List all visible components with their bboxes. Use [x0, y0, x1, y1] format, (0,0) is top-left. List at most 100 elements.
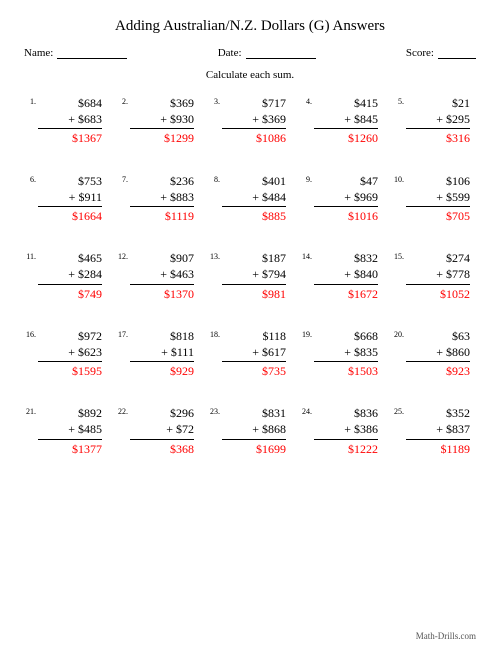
problem-stack: $63+ $860$923 [406, 328, 476, 380]
operand-bottom: + $911 [38, 189, 102, 205]
problem: 8.$401+ $484$885 [208, 173, 292, 225]
operand-bottom: + $485 [38, 421, 102, 437]
problem: 16.$972+ $623$1595 [24, 328, 108, 380]
answer: $1086 [222, 130, 286, 146]
problem: 17.$818+ $111$929 [116, 328, 200, 380]
answer: $1119 [130, 208, 194, 224]
rule-line [222, 284, 286, 285]
worksheet-page: Adding Australian/N.Z. Dollars (G) Answe… [0, 0, 500, 647]
problem-stack: $831+ $868$1699 [222, 405, 292, 457]
problem-number: 5. [392, 95, 404, 106]
operand-bottom: + $617 [222, 344, 286, 360]
rule-line [406, 128, 470, 129]
name-underline [57, 48, 127, 59]
answer: $1672 [314, 286, 378, 302]
answer: $1367 [38, 130, 102, 146]
operand-top: $63 [406, 328, 470, 344]
answer: $929 [130, 363, 194, 379]
answer: $1189 [406, 441, 470, 457]
problem-number: 20. [392, 328, 404, 339]
problem-stack: $907+ $463$1370 [130, 250, 200, 302]
rule-line [406, 284, 470, 285]
operand-bottom: + $295 [406, 111, 470, 127]
rule-line [314, 206, 378, 207]
rule-line [38, 128, 102, 129]
operand-bottom: + $837 [406, 421, 470, 437]
problem-number: 4. [300, 95, 312, 106]
rule-line [130, 128, 194, 129]
name-label: Name: [24, 47, 53, 59]
answer: $1370 [130, 286, 194, 302]
operand-top: $972 [38, 328, 102, 344]
operand-bottom: + $599 [406, 189, 470, 205]
rule-line [130, 361, 194, 362]
problem-number: 19. [300, 328, 312, 339]
date-field: Date: [218, 47, 316, 59]
rule-line [314, 361, 378, 362]
problem-grid: 1.$684+ $683$13672.$369+ $930$12993.$717… [24, 95, 476, 457]
problem-stack: $892+ $485$1377 [38, 405, 108, 457]
problem-stack: $118+ $617$735 [222, 328, 292, 380]
operand-top: $832 [314, 250, 378, 266]
operand-bottom: + $835 [314, 344, 378, 360]
answer: $981 [222, 286, 286, 302]
problem-stack: $187+ $794$981 [222, 250, 292, 302]
instruction-text: Calculate each sum. [24, 69, 476, 81]
operand-bottom: + $930 [130, 111, 194, 127]
operand-top: $753 [38, 173, 102, 189]
header-row: Name: Date: Score: [24, 47, 476, 59]
score-field: Score: [406, 47, 476, 59]
rule-line [406, 206, 470, 207]
operand-bottom: + $840 [314, 266, 378, 282]
problem-stack: $236+ $883$1119 [130, 173, 200, 225]
operand-bottom: + $845 [314, 111, 378, 127]
answer: $1503 [314, 363, 378, 379]
operand-top: $818 [130, 328, 194, 344]
date-label: Date: [218, 47, 242, 59]
answer: $1260 [314, 130, 378, 146]
operand-bottom: + $284 [38, 266, 102, 282]
problem-stack: $818+ $111 $929 [130, 328, 200, 380]
rule-line [130, 284, 194, 285]
problem-number: 7. [116, 173, 128, 184]
rule-line [314, 439, 378, 440]
problem-number: 16. [24, 328, 36, 339]
operand-top: $296 [130, 405, 194, 421]
problem-stack: $296+ $72$368 [130, 405, 200, 457]
problem-stack: $717+ $369$1086 [222, 95, 292, 147]
operand-top: $415 [314, 95, 378, 111]
operand-bottom: + $386 [314, 421, 378, 437]
rule-line [130, 439, 194, 440]
problem-number: 11. [24, 250, 36, 261]
operand-top: $401 [222, 173, 286, 189]
operand-bottom: + $683 [38, 111, 102, 127]
problem-number: 25. [392, 405, 404, 416]
problem-number: 21. [24, 405, 36, 416]
problem-number: 14. [300, 250, 312, 261]
operand-top: $892 [38, 405, 102, 421]
operand-bottom: + $463 [130, 266, 194, 282]
rule-line [222, 206, 286, 207]
rule-line [38, 206, 102, 207]
problem: 20.$63+ $860$923 [392, 328, 476, 380]
operand-bottom: + $883 [130, 189, 194, 205]
answer: $1699 [222, 441, 286, 457]
operand-top: $21 [406, 95, 470, 111]
problem-stack: $668+ $835$1503 [314, 328, 384, 380]
problem: 15.$274+ $778$1052 [392, 250, 476, 302]
operand-top: $47 [314, 173, 378, 189]
problem-stack: $106+ $599$705 [406, 173, 476, 225]
operand-top: $836 [314, 405, 378, 421]
problem-number: 22. [116, 405, 128, 416]
operand-bottom: + $111 [130, 344, 194, 360]
problem: 23.$831+ $868$1699 [208, 405, 292, 457]
problem: 5.$21+ $295$316 [392, 95, 476, 147]
operand-bottom: + $969 [314, 189, 378, 205]
operand-top: $352 [406, 405, 470, 421]
operand-bottom: + $369 [222, 111, 286, 127]
problem-number: 8. [208, 173, 220, 184]
rule-line [222, 128, 286, 129]
operand-top: $465 [38, 250, 102, 266]
problem-stack: $401+ $484$885 [222, 173, 292, 225]
problem-stack: $274+ $778$1052 [406, 250, 476, 302]
